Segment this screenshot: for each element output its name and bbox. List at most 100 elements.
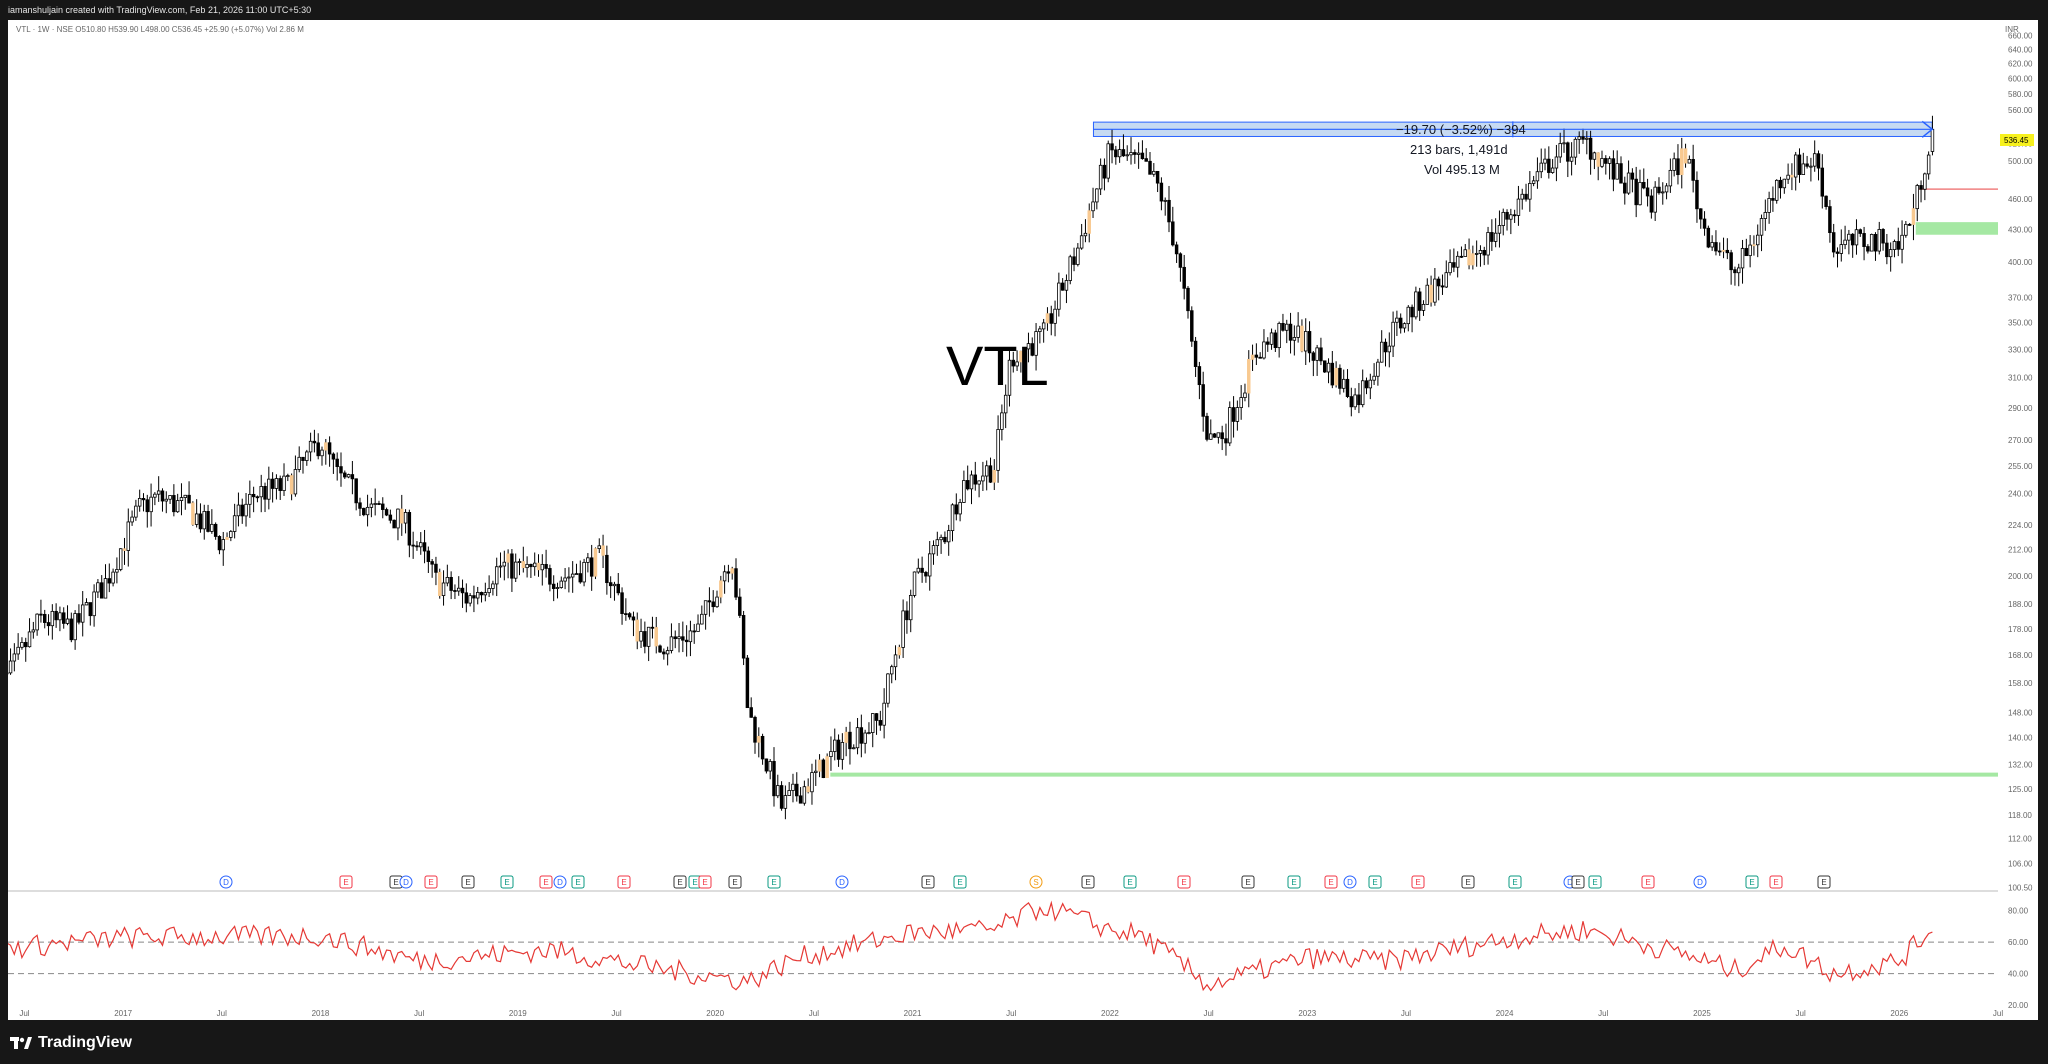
time-tick-label: Jul: [19, 1009, 29, 1018]
candle: [1816, 153, 1821, 169]
candle: [1117, 149, 1122, 158]
event-label: E: [1085, 878, 1090, 887]
candle: [141, 498, 146, 501]
event-label: E: [1749, 878, 1754, 887]
candle: [1300, 325, 1304, 352]
event-label: E: [393, 878, 398, 887]
candle: [677, 636, 681, 640]
candle: [1421, 303, 1426, 311]
candle: [1258, 356, 1262, 359]
candle: [1877, 229, 1881, 252]
chart-svg[interactable]: VTL · 1W · NSE O510.80 H539.90 L498.00 C…: [8, 20, 2038, 1020]
candle: [1850, 233, 1855, 246]
event-label: S: [1033, 878, 1038, 887]
candle: [1452, 262, 1456, 268]
candle: [1045, 313, 1050, 324]
candle: [920, 567, 924, 573]
event-marker: [1241, 875, 1255, 889]
candle: [1338, 367, 1342, 389]
candle: [1706, 227, 1711, 248]
candle: [1387, 345, 1392, 353]
candle: [1566, 142, 1570, 162]
candle: [977, 480, 981, 485]
time-tick-label: Jul: [1203, 1009, 1213, 1018]
candle: [1049, 313, 1053, 324]
candle: [730, 568, 734, 574]
candle: [836, 739, 841, 760]
candle: [160, 490, 165, 502]
candle: [673, 636, 677, 640]
event-marker: [1571, 875, 1585, 889]
measure-volume: Vol 495.13 M: [1424, 162, 1500, 177]
candle: [1330, 362, 1335, 386]
candle: [1334, 367, 1338, 386]
candle: [1585, 137, 1589, 140]
candle: [183, 494, 187, 498]
candle: [1402, 323, 1407, 329]
candle: [384, 509, 389, 516]
price-tick-label: 118.00: [2008, 811, 2032, 820]
candle: [1247, 358, 1251, 394]
candle: [1664, 185, 1669, 193]
event-label: E: [925, 878, 930, 887]
event-marker: [339, 875, 353, 889]
candle: [1881, 229, 1885, 244]
candle: [1676, 158, 1680, 176]
candle: [1106, 143, 1110, 179]
candle: [1839, 244, 1844, 254]
candle: [327, 442, 332, 455]
candle: [1516, 198, 1521, 216]
candle: [156, 490, 161, 495]
candle: [722, 571, 727, 582]
candle: [1182, 266, 1186, 289]
time-axis: Jul 2017 Jul 2018 Jul 2019 Jul 2020 Jul 2021 Jul 20…: [19, 1009, 2003, 1018]
price-tick-label: 148.00: [2008, 708, 2033, 717]
candle: [1592, 152, 1597, 160]
candle: [388, 514, 393, 521]
candle: [779, 785, 784, 809]
time-tick-label: Jul: [809, 1009, 819, 1018]
candle: [635, 619, 639, 642]
candle: [1171, 221, 1175, 246]
candle: [1239, 397, 1243, 408]
candle: [787, 790, 791, 796]
candle: [1159, 182, 1164, 202]
candle: [1311, 352, 1316, 361]
event-marker: [553, 875, 567, 889]
candle: [335, 458, 339, 468]
candle: [559, 580, 564, 588]
candle: [316, 442, 320, 457]
candle: [365, 506, 370, 516]
candle: [1930, 128, 1935, 152]
price-tick-label: 600.00: [2008, 75, 2033, 84]
time-tick-label: 2024: [1496, 1009, 1514, 1018]
last-price-tag: [2000, 134, 2034, 146]
candle: [1030, 343, 1034, 356]
event-label: E: [1328, 878, 1333, 887]
candle: [817, 759, 822, 772]
candle: [187, 494, 191, 504]
candle: [700, 613, 704, 625]
candle: [768, 761, 772, 772]
candle: [1505, 211, 1509, 220]
candle: [707, 600, 712, 603]
candle: [783, 795, 788, 809]
candle: [164, 498, 169, 502]
candle: [1801, 163, 1806, 175]
chart-panel[interactable]: VTL · 1W · NSE O510.80 H539.90 L498.00 C…: [8, 20, 2038, 1020]
legend-text: VTL · 1W · NSE O510.80 H539.90 L498.00 C…: [16, 25, 304, 34]
candle: [1079, 235, 1084, 249]
candle: [1406, 306, 1411, 325]
candle: [168, 495, 172, 500]
candle: [1649, 195, 1654, 213]
candle: [1429, 284, 1433, 303]
event-marker: [728, 875, 742, 889]
candle: [1763, 212, 1768, 219]
candle: [434, 563, 438, 573]
candle: [1539, 162, 1543, 173]
event-marker: [1461, 875, 1475, 889]
candle: [305, 451, 309, 461]
candle: [282, 475, 286, 491]
candle: [1068, 256, 1072, 281]
